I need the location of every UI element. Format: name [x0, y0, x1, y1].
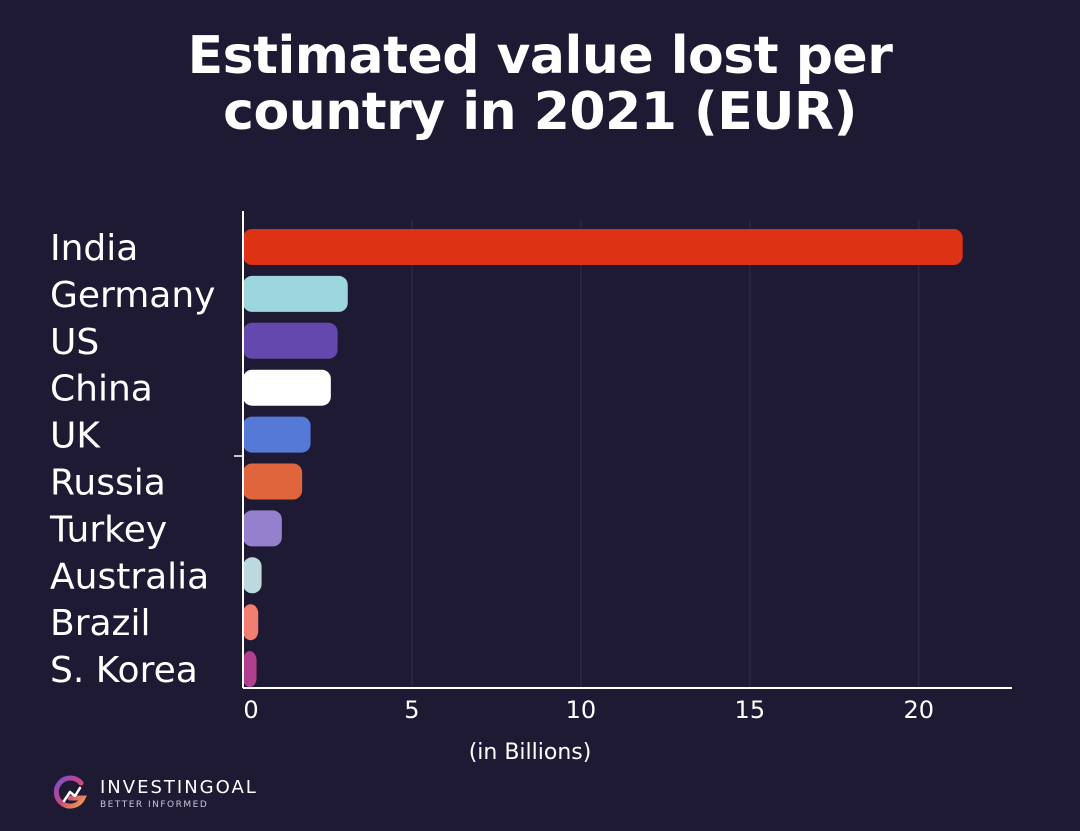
bar-us	[243, 322, 338, 359]
bar-russia	[243, 463, 303, 500]
category-label-india: India	[50, 228, 138, 269]
bar-australia	[243, 557, 262, 594]
x-tick-label-3: 15	[735, 696, 766, 724]
category-label-turkey: Turkey	[49, 509, 167, 550]
category-label-china: China	[50, 369, 153, 410]
bar-india	[243, 229, 963, 265]
x-tick-label-1: 5	[404, 696, 419, 724]
bar-uk	[243, 416, 311, 453]
bar-turkey	[243, 510, 282, 547]
brand: INVESTINGOAL BETTER INFORMED	[50, 772, 258, 816]
category-label-germany: Germany	[50, 275, 215, 316]
investingoal-logo-icon	[53, 775, 87, 809]
bar-china	[243, 369, 331, 406]
x-tick-label-0: 0	[243, 696, 258, 724]
bar-brazil	[243, 604, 259, 641]
category-label-australia: Australia	[50, 556, 209, 597]
x-axis-title: (in Billions)	[468, 740, 592, 765]
category-label-uk: UK	[50, 416, 101, 457]
x-tick-label-4: 20	[903, 696, 934, 724]
brand-text: INVESTINGOAL BETTER INFORMED	[100, 777, 258, 811]
category-label-s-korea: S. Korea	[50, 650, 198, 691]
bar-germany	[243, 275, 348, 312]
category-label-brazil: Brazil	[50, 603, 150, 644]
brand-name: INVESTINGOAL	[100, 777, 258, 798]
category-label-russia: Russia	[50, 463, 166, 504]
brand-tagline: BETTER INFORMED	[100, 800, 209, 810]
chart-title-line-1: Estimated value lost per	[187, 26, 893, 86]
category-label-us: US	[50, 322, 99, 363]
bar-s-korea	[243, 651, 257, 688]
chart-title: Estimated value lost per country in 2021…	[0, 28, 1080, 140]
chart-title-line-2: country in 2021 (EUR)	[223, 82, 857, 142]
x-tick-label-2: 10	[566, 696, 597, 724]
